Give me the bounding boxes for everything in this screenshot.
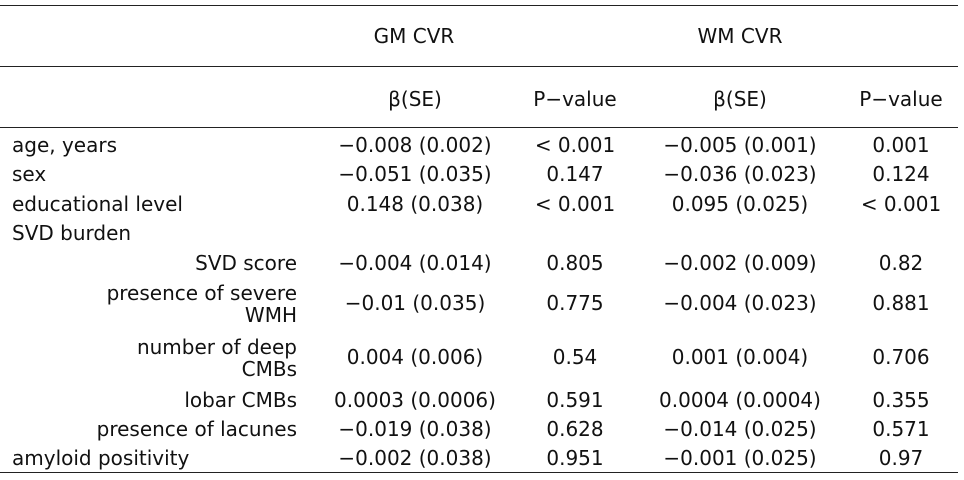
gm-beta-education: 0.148 (0.038) <box>346 192 484 216</box>
row-label-deep-cmbs: number of deep CMBs <box>136 335 297 381</box>
row-label-severe-wmh: presence of severe WMH <box>106 281 297 327</box>
row-label-lobar-cmbs: lobar CMBs <box>184 388 297 412</box>
gm-p-sex: 0.147 <box>546 162 604 186</box>
wm-p-lacunes: 0.571 <box>872 417 930 441</box>
gm-beta-deep-cmbs: 0.004 (0.006) <box>346 345 484 369</box>
subheader-rule <box>0 127 958 128</box>
wm-p-education: < 0.001 <box>860 192 942 216</box>
gm-p-lacunes: 0.628 <box>546 417 604 441</box>
wm-p-deep-cmbs: 0.706 <box>872 345 930 369</box>
gm-p-svd-score: 0.805 <box>546 251 604 275</box>
gm-beta-lacunes: −0.019 (0.038) <box>338 417 492 441</box>
gm-beta-amyloid: −0.002 (0.038) <box>338 446 492 470</box>
wm-beta-sex: −0.036 (0.023) <box>663 162 817 186</box>
row-label-amyloid: amyloid positivity <box>12 446 190 470</box>
wm-p-sex: 0.124 <box>872 162 930 186</box>
wm-beta-svd-score: −0.002 (0.009) <box>663 251 817 275</box>
gm-p-deep-cmbs: 0.54 <box>552 345 598 369</box>
gm-p-severe-wmh: 0.775 <box>546 291 604 315</box>
row-label-svd-score: SVD score <box>195 251 297 275</box>
row-label-age: age, years <box>12 133 118 157</box>
bottom-rule <box>0 472 958 473</box>
gm-p-age: < 0.001 <box>534 133 616 157</box>
wm-p-severe-wmh: 0.881 <box>872 291 930 315</box>
wm-p-lobar-cmbs: 0.355 <box>872 388 930 412</box>
gm-p-amyloid: 0.951 <box>546 446 604 470</box>
wm-beta-lobar-cmbs: 0.0004 (0.0004) <box>659 388 821 412</box>
header-rule <box>0 66 958 67</box>
wm-beta-severe-wmh: −0.004 (0.023) <box>663 291 817 315</box>
top-rule <box>0 5 958 6</box>
row-label-education: educational level <box>12 192 183 216</box>
wm-beta-age: −0.005 (0.001) <box>663 133 817 157</box>
row-label-sex: sex <box>12 162 47 186</box>
gm-beta-lobar-cmbs: 0.0003 (0.0006) <box>334 388 496 412</box>
wm-p-age: 0.001 <box>872 133 930 157</box>
wm-p-svd-score: 0.82 <box>878 251 924 275</box>
gm-beta-sex: −0.051 (0.035) <box>338 162 492 186</box>
wm-beta-header: β(SE) <box>713 87 767 111</box>
gm-beta-severe-wmh: −0.01 (0.035) <box>344 291 486 315</box>
gm-p-lobar-cmbs: 0.591 <box>546 388 604 412</box>
wm-beta-deep-cmbs: 0.001 (0.004) <box>671 345 809 369</box>
gm-p-header: P−value <box>533 87 617 111</box>
wm-p-amyloid: 0.97 <box>878 446 924 470</box>
gm-cvr-header: GM CVR <box>373 24 455 48</box>
wm-beta-lacunes: −0.014 (0.025) <box>663 417 817 441</box>
gm-beta-svd-score: −0.004 (0.014) <box>338 251 492 275</box>
wm-p-header: P−value <box>859 87 943 111</box>
gm-p-education: < 0.001 <box>534 192 616 216</box>
row-label-lacunes: presence of lacunes <box>96 417 297 441</box>
gm-beta-header: β(SE) <box>388 87 442 111</box>
wm-beta-amyloid: −0.001 (0.025) <box>663 446 817 470</box>
wm-beta-education: 0.095 (0.025) <box>671 192 809 216</box>
wm-cvr-header: WM CVR <box>697 24 783 48</box>
row-label-svd-burden: SVD burden <box>12 221 132 245</box>
gm-beta-age: −0.008 (0.002) <box>338 133 492 157</box>
